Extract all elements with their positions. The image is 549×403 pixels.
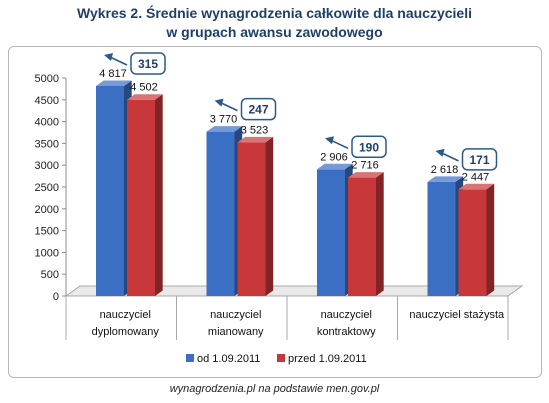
- difference-arrow: [219, 101, 238, 112]
- arrow-head: [104, 52, 113, 61]
- difference-box: [351, 135, 387, 159]
- bar-od-1-09-2011: [96, 85, 124, 297]
- arrow-head: [435, 148, 445, 157]
- difference-box: [240, 97, 277, 121]
- difference-label: 171: [469, 153, 489, 167]
- bar-top-od: [206, 126, 243, 132]
- data-label: 4 502: [130, 82, 158, 94]
- y-tick-label: 4000: [35, 117, 59, 129]
- y-tick-label: 2500: [35, 182, 59, 194]
- difference-label: 247: [248, 103, 268, 117]
- chart-title-line2: w grupach awansu zawodowego: [166, 24, 383, 40]
- difference-box: [130, 52, 166, 75]
- arrow-head: [214, 98, 224, 107]
- y-tick-label: 3500: [35, 138, 59, 150]
- bar-od-1-09-2011: [427, 181, 456, 296]
- data-label: 2 906: [320, 151, 348, 163]
- bar-side-przed: [265, 136, 274, 296]
- bar-przed-1-09-2011: [348, 177, 376, 296]
- arrow-head: [325, 136, 334, 145]
- y-tick-label: 2000: [35, 204, 59, 216]
- difference-arrow: [329, 139, 349, 150]
- data-label: 3 770: [210, 114, 238, 126]
- bar-top-przed: [348, 172, 384, 178]
- bar-przed-1-09-2011: [237, 142, 266, 296]
- difference-label: 315: [138, 57, 158, 71]
- source-note: wynagrodzenia.pl na podstawie men.gov.pl: [169, 383, 380, 395]
- bar-side-przed: [486, 183, 495, 296]
- category-label: nauczyciel: [210, 309, 261, 321]
- bar-side-przed: [155, 94, 163, 296]
- bar-top-od: [317, 163, 353, 170]
- legend-label-od: od 1.09.2011: [197, 353, 260, 365]
- category-label: kontraktowy: [317, 326, 376, 338]
- y-tick-label: 4500: [35, 95, 59, 107]
- difference-label: 190: [359, 140, 379, 154]
- y-tick-label: 1000: [35, 247, 59, 259]
- difference-arrow: [108, 55, 128, 66]
- legend-swatch-przed: [277, 354, 285, 362]
- bar-przed-1-09-2011: [458, 189, 487, 296]
- bar-side-przed: [376, 172, 384, 296]
- legend-swatch-od: [186, 354, 194, 362]
- bar-od-1-09-2011: [317, 169, 345, 296]
- y-tick-label: 1500: [35, 226, 59, 238]
- data-label: 4 817: [99, 68, 127, 80]
- data-label: 3 523: [241, 124, 269, 136]
- chart-title-line1: Wykres 2. Średnie wynagrodzenia całkowit…: [76, 5, 472, 21]
- bar-top-od: [96, 80, 132, 86]
- data-label: 2 447: [462, 171, 490, 183]
- category-label: nauczyciel: [100, 309, 151, 321]
- data-label: 2 716: [351, 160, 379, 172]
- category-label: nauczyciel: [321, 309, 372, 321]
- bar-top-od: [427, 176, 464, 182]
- bar-przed-1-09-2011: [127, 99, 155, 296]
- bar-top-przed: [127, 94, 163, 100]
- difference-arrow: [440, 151, 459, 162]
- chart-title: Wykres 2. Średnie wynagrodzenia całkowit…: [0, 4, 549, 42]
- bar-od-1-09-2011: [206, 131, 235, 296]
- y-tick-label: 5000: [35, 73, 59, 85]
- bar-top-przed: [237, 136, 274, 143]
- category-label: dyplomowany: [92, 326, 160, 338]
- difference-box: [461, 148, 498, 171]
- y-tick-label: 0: [53, 291, 59, 303]
- category-label: nauczyciel stażysta: [409, 309, 505, 321]
- y-tick-label: 3000: [35, 160, 59, 172]
- legend-label-przed: przed 1.09.2011: [288, 353, 367, 365]
- y-tick-label: 500: [41, 269, 59, 281]
- bar-top-przed: [458, 183, 495, 190]
- data-label: 2 618: [431, 164, 459, 176]
- category-label: mianowany: [208, 326, 264, 338]
